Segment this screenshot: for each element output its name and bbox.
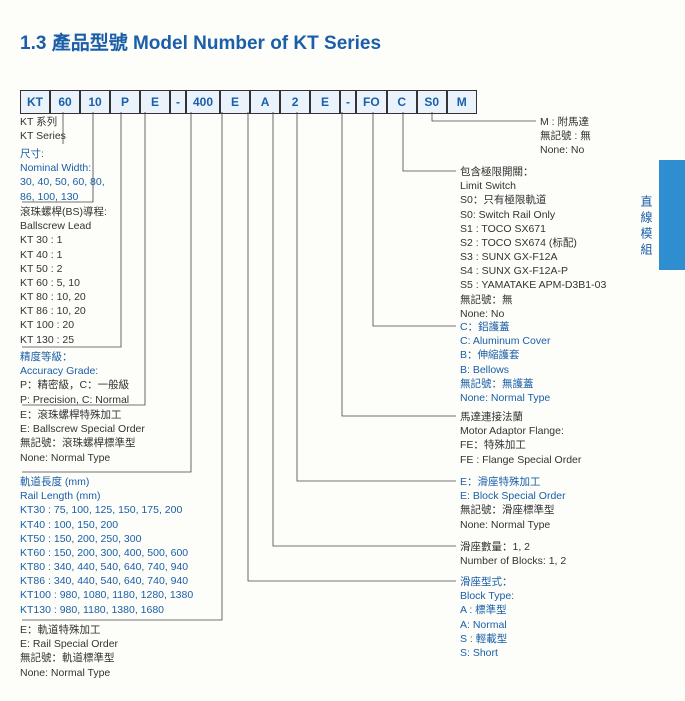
desc-cover: C：鋁護蓋C: Aluminum CoverB：伸縮護套B: Bellows無記… — [460, 320, 550, 405]
desc-accuracy: 精度等級：Accuracy Grade:P：精密級，C：一般級P: Precis… — [20, 350, 129, 407]
code-cell-2: 10 — [80, 90, 110, 114]
desc-bs_special: E：滾珠螺桿特殊加工E: Ballscrew Special Order無記號：… — [20, 408, 145, 465]
desc-rail_len: 軌道長度 (mm)Rail Length (mm)KT30 : 75, 100,… — [20, 475, 193, 617]
side-label: 直線模組 — [638, 195, 655, 259]
code-cell-14: S0 — [417, 90, 447, 114]
code-cell-0: KT — [20, 90, 50, 114]
code-cell-13: C — [387, 90, 417, 114]
code-cell-9: 2 — [280, 90, 310, 114]
desc-lead: 滾珠螺桿(BS)導程:Ballscrew LeadKT 30 : 1KT 40 … — [20, 205, 107, 347]
code-cell-4: E — [140, 90, 170, 114]
desc-block_num: 滑座數量：1, 2Number of Blocks: 1, 2 — [460, 540, 566, 568]
desc-width: 尺寸:Nominal Width:30, 40, 50, 60, 80,86, … — [20, 147, 105, 204]
code-cell-15: M — [447, 90, 477, 114]
desc-kt: KT 系列KT Series — [20, 115, 66, 143]
code-cell-1: 60 — [50, 90, 80, 114]
desc-rail_special: E：軌道特殊加工E: Rail Special Order無記號：軌道標準型No… — [20, 623, 118, 680]
desc-motor: M : 附馬達無記號 : 無None: No — [540, 115, 591, 158]
side-tab — [659, 160, 685, 270]
model-code-row: KT6010PE-400EA2E-FOCS0M — [20, 90, 645, 114]
code-cell-12: FO — [356, 90, 387, 114]
page-title: 1.3 產品型號 Model Number of KT Series — [20, 28, 381, 55]
desc-block_special: E：滑座特殊加工E: Block Special Order無記號：滑座標準型N… — [460, 475, 566, 532]
code-cell-10: E — [310, 90, 340, 114]
code-cell-5: - — [170, 90, 186, 114]
code-cell-3: P — [110, 90, 140, 114]
code-cell-6: 400 — [186, 90, 220, 114]
code-cell-7: E — [220, 90, 250, 114]
desc-limit: 包含極限開關：Limit SwitchS0：只有極限軌道S0: Switch R… — [460, 165, 606, 321]
code-cell-8: A — [250, 90, 280, 114]
desc-block_type: 滑座型式：Block Type:A : 標準型A: NormalS : 輕載型S… — [460, 575, 514, 660]
desc-flange: 馬達連接法蘭Motor Adaptor Flange:FE：特殊加工FE : F… — [460, 410, 581, 467]
code-cell-11: - — [340, 90, 356, 114]
